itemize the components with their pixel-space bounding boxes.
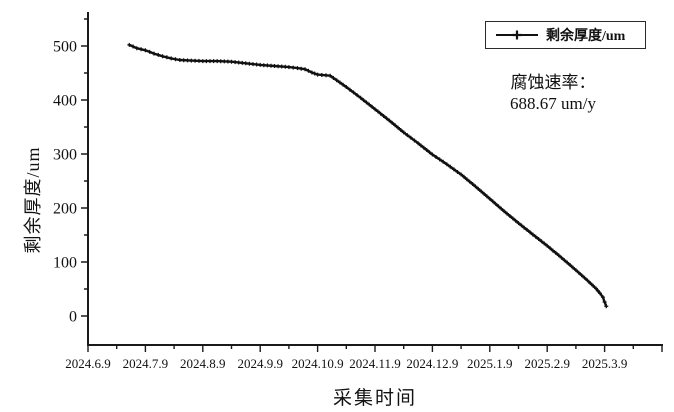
axis-spines <box>87 12 663 346</box>
axes <box>81 12 663 352</box>
legend-box: 剩余厚度/um <box>485 21 646 49</box>
annotation-title: 腐蚀速率： <box>510 73 596 92</box>
y-axis-ticks <box>81 18 88 317</box>
tick-labels: 2024.6.9 2024.7.9 2024.8.9 2024.9.9 2024.10.… <box>53 39 627 372</box>
x-tick-label: 2024.6.9 <box>65 356 111 371</box>
y-tick-label: 200 <box>53 201 77 218</box>
x-tick-label: 2024.10.9 <box>292 356 344 371</box>
y-axis-title: 剩余厚度/um <box>23 146 43 254</box>
corrosion-rate-annotation: 腐蚀速率： 688.67 um/y <box>510 72 596 114</box>
x-tick-label: 2025.1.9 <box>467 356 513 371</box>
x-tick-label: 2024.9.9 <box>237 356 283 371</box>
annotation-value: 688.67 um/y <box>510 94 596 113</box>
y-tick-label: 300 <box>53 147 77 164</box>
x-tick-label: 2024.11.9 <box>349 356 401 371</box>
series-group <box>127 42 609 309</box>
y-tick-label: 100 <box>53 255 77 272</box>
legend-line-marker-icon <box>496 30 538 40</box>
y-tick-label: 400 <box>53 93 77 110</box>
x-tick-label: 2025.2.9 <box>524 356 570 371</box>
data-point-markers <box>127 42 609 309</box>
x-tick-label: 2024.12.9 <box>406 356 458 371</box>
y-tick-label: 500 <box>53 39 77 56</box>
legend-label: 剩余厚度/um <box>546 29 626 44</box>
x-tick-label: 2025.3.9 <box>582 356 628 371</box>
x-tick-label: 2024.7.9 <box>123 356 169 371</box>
y-tick-label: 0 <box>69 309 77 326</box>
x-axis-ticks <box>87 345 663 352</box>
x-axis-title: 采集时间 <box>332 388 418 409</box>
x-tick-label: 2024.8.9 <box>180 356 226 371</box>
